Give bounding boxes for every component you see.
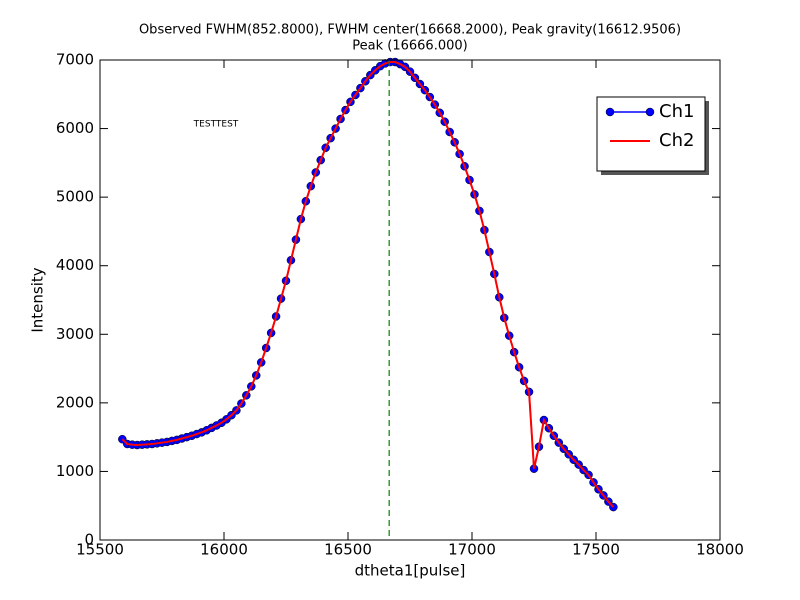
legend-marker [605,107,615,117]
series-line [121,61,615,508]
legend-marker [645,107,655,117]
y-tick-label: 3000 [56,325,94,343]
y-tick-label: 0 [84,531,94,549]
x-tick-label: 16000 [200,541,248,559]
y-tick-label: 6000 [56,119,94,137]
y-tick-label: 2000 [56,393,94,411]
x-axis-label: dtheta1[pulse] [355,562,466,580]
y-axis-label: Intensity [29,267,47,332]
x-tick-label: 15500 [76,541,124,559]
x-tick-label: 18000 [696,541,744,559]
y-tick-label: 1000 [56,462,94,480]
x-tick-label: 17000 [448,541,496,559]
y-tick-label: 5000 [56,188,94,206]
chart-subtitle: Peak (16666.000) [352,39,467,54]
chart-title: Observed FWHM(852.8000), FWHM center(166… [139,23,681,38]
annotation: TESTTEST [193,120,239,130]
plot-frame [99,59,721,541]
y-tick-label: 4000 [56,256,94,274]
legend-label: Ch1 [659,101,694,122]
y-tick-label: 7000 [56,51,94,69]
x-tick-label: 17500 [572,541,620,559]
legend-label: Ch2 [659,130,694,151]
x-tick-label: 16500 [324,541,372,559]
